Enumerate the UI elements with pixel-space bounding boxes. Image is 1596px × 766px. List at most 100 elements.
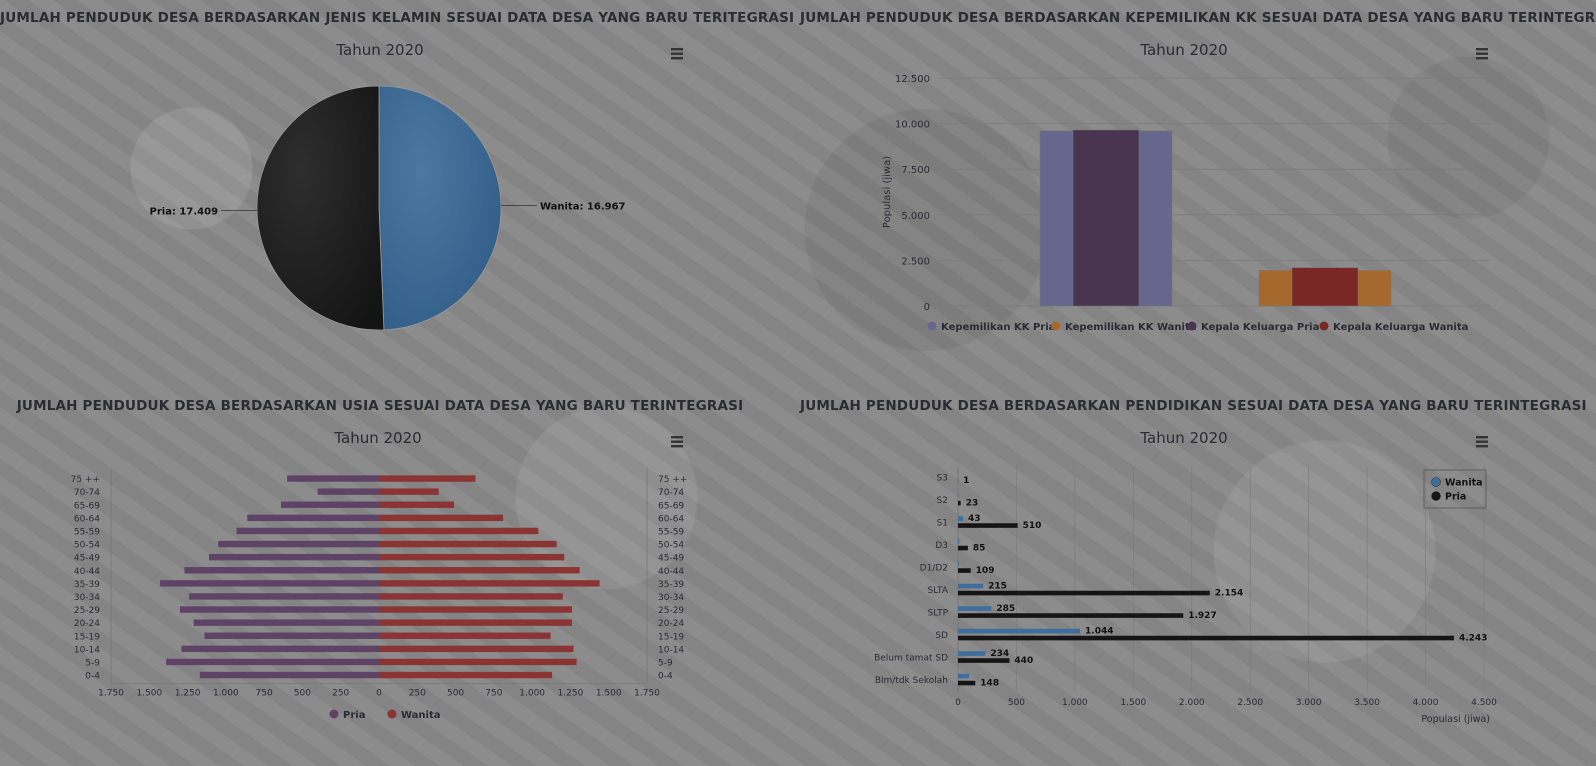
data-label: 510 — [1023, 521, 1042, 531]
bar-pria[interactable] — [181, 645, 379, 653]
bar-wanita[interactable] — [379, 488, 439, 495]
bar-pria[interactable] — [218, 540, 379, 548]
y-tick-label-right: 45-49 — [658, 554, 684, 564]
legend-marker — [1319, 321, 1329, 331]
x-tick-label: 0 — [955, 698, 961, 708]
bar-pria[interactable] — [247, 514, 379, 522]
x-tick-label: 1.250 — [175, 689, 201, 699]
bar-wanita[interactable] — [379, 632, 551, 639]
bar-pria[interactable] — [958, 568, 971, 573]
bar-wanita[interactable] — [958, 583, 984, 589]
bar-pria[interactable] — [958, 658, 1010, 663]
x-tick-label: 1.500 — [1120, 698, 1146, 708]
y-tick-label-left: 20-24 — [74, 619, 100, 629]
bar-pria[interactable] — [958, 545, 968, 551]
bar-wanita[interactable] — [379, 475, 476, 482]
pie-slice-pria[interactable] — [256, 85, 385, 331]
y-tick-label: S1 — [937, 518, 948, 528]
y-tick-label: Belum tamat SD — [874, 653, 948, 663]
bar-pria[interactable] — [958, 500, 961, 506]
bar-wanita[interactable] — [958, 628, 1081, 634]
bar-pria[interactable] — [317, 488, 379, 495]
data-label: 1.044 — [1085, 626, 1113, 636]
bar-pria[interactable] — [160, 580, 379, 587]
bar-wanita[interactable] — [379, 501, 455, 508]
bar-wanita[interactable] — [958, 606, 992, 611]
x-tick-label: 1.000 — [1062, 698, 1088, 708]
chart-edu: Tahun 2020 0 500 1.000 1.500 2.000 2.500 3.000 3… — [874, 429, 1497, 725]
legend-item[interactable]: Kepala Keluarga Pria — [1201, 322, 1319, 333]
y-tick-label-right: 30-34 — [658, 593, 684, 603]
y-tick-label: 7.500 — [901, 165, 930, 176]
bar-pria[interactable] — [199, 671, 379, 679]
pie-slice-wanita[interactable] — [378, 85, 502, 331]
bar-pria[interactable] — [958, 613, 1184, 618]
bar-wanita[interactable] — [958, 538, 960, 544]
menu-icon[interactable] — [671, 48, 683, 60]
chart-age: Tahun 2020 0-4 0-4 5-9 5-9 10-14 10-14 15-19 15-… — [71, 429, 688, 721]
bar-pria[interactable] — [958, 523, 1018, 528]
bar-pria[interactable] — [179, 606, 379, 613]
bar-wanita[interactable] — [379, 540, 557, 548]
bar-wanita[interactable] — [379, 580, 600, 587]
bar-wanita[interactable] — [379, 593, 563, 600]
bar-wanita[interactable] — [958, 673, 970, 679]
bar-pria[interactable] — [204, 632, 379, 639]
bar-wanita[interactable] — [379, 553, 565, 561]
bar-pria[interactable] — [958, 635, 1454, 641]
legend-item[interactable]: Pria — [343, 710, 365, 721]
x-tick-label: 1.750 — [98, 689, 124, 699]
bar-wanita[interactable] — [379, 514, 504, 522]
bar-kepala-keluarga-pria[interactable] — [1072, 129, 1140, 307]
bar-wanita[interactable] — [379, 671, 553, 679]
bar-wanita[interactable] — [379, 606, 572, 613]
y-tick-label-right: 75 ++ — [658, 475, 687, 485]
bar-pria[interactable] — [189, 593, 379, 600]
x-tick-label: 1.000 — [519, 689, 545, 699]
legend-item[interactable]: Kepemilikan KK Wanita — [1065, 322, 1196, 333]
bar-wanita[interactable] — [379, 567, 580, 574]
menu-icon[interactable] — [1476, 436, 1488, 448]
legend-marker — [1187, 321, 1197, 331]
legend-item[interactable]: Kepemilikan KK Pria — [941, 322, 1055, 333]
bar-pria[interactable] — [287, 475, 379, 482]
pie-label-wanita: Wanita: 16.967 — [540, 202, 626, 213]
bar-wanita[interactable] — [379, 619, 572, 626]
y-tick-label: SLTP — [928, 608, 949, 618]
data-label: 285 — [996, 604, 1015, 614]
bar-pria[interactable] — [184, 567, 379, 574]
legend-item[interactable]: Wanita — [1445, 478, 1483, 489]
y-tick-label-right: 0-4 — [658, 672, 673, 682]
bar-wanita[interactable] — [958, 651, 986, 656]
y-tick-label-left: 10-14 — [74, 645, 100, 655]
y-tick-label: D1/D2 — [920, 563, 948, 573]
bar-wanita[interactable] — [958, 493, 959, 499]
bar-pria[interactable] — [958, 680, 976, 686]
bar-kepala-keluarga-wanita[interactable] — [1291, 267, 1359, 307]
chart-subtitle: Tahun 2020 — [1139, 41, 1227, 59]
legend-box — [1423, 469, 1487, 509]
menu-icon[interactable] — [1476, 48, 1488, 60]
x-tick-label: 1.750 — [634, 689, 660, 699]
legend-item[interactable]: Wanita — [401, 710, 441, 721]
legend-item[interactable]: Kepala Keluarga Wanita — [1333, 322, 1468, 333]
y-tick-label-right: 50-54 — [658, 541, 684, 551]
bar-pria[interactable] — [166, 658, 379, 666]
y-tick-label-left: 40-44 — [74, 567, 100, 577]
bar-pria[interactable] — [280, 501, 379, 508]
bar-pria[interactable] — [958, 590, 1210, 596]
bar-pria[interactable] — [209, 553, 379, 561]
x-tick-label: 1.000 — [213, 689, 239, 699]
y-tick-label-right: 10-14 — [658, 645, 684, 655]
bar-wanita[interactable] — [958, 561, 959, 566]
x-tick-label: 750 — [485, 689, 502, 699]
legend-item[interactable]: Pria — [1445, 492, 1466, 503]
bar-wanita[interactable] — [379, 658, 577, 666]
bar-pria[interactable] — [193, 619, 379, 626]
bar-wanita[interactable] — [379, 645, 574, 653]
bar-wanita[interactable] — [958, 516, 964, 521]
bar-pria[interactable] — [236, 527, 379, 535]
y-tick-label-left: 70-74 — [74, 488, 100, 498]
bar-wanita[interactable] — [379, 527, 539, 535]
menu-icon[interactable] — [671, 436, 683, 448]
